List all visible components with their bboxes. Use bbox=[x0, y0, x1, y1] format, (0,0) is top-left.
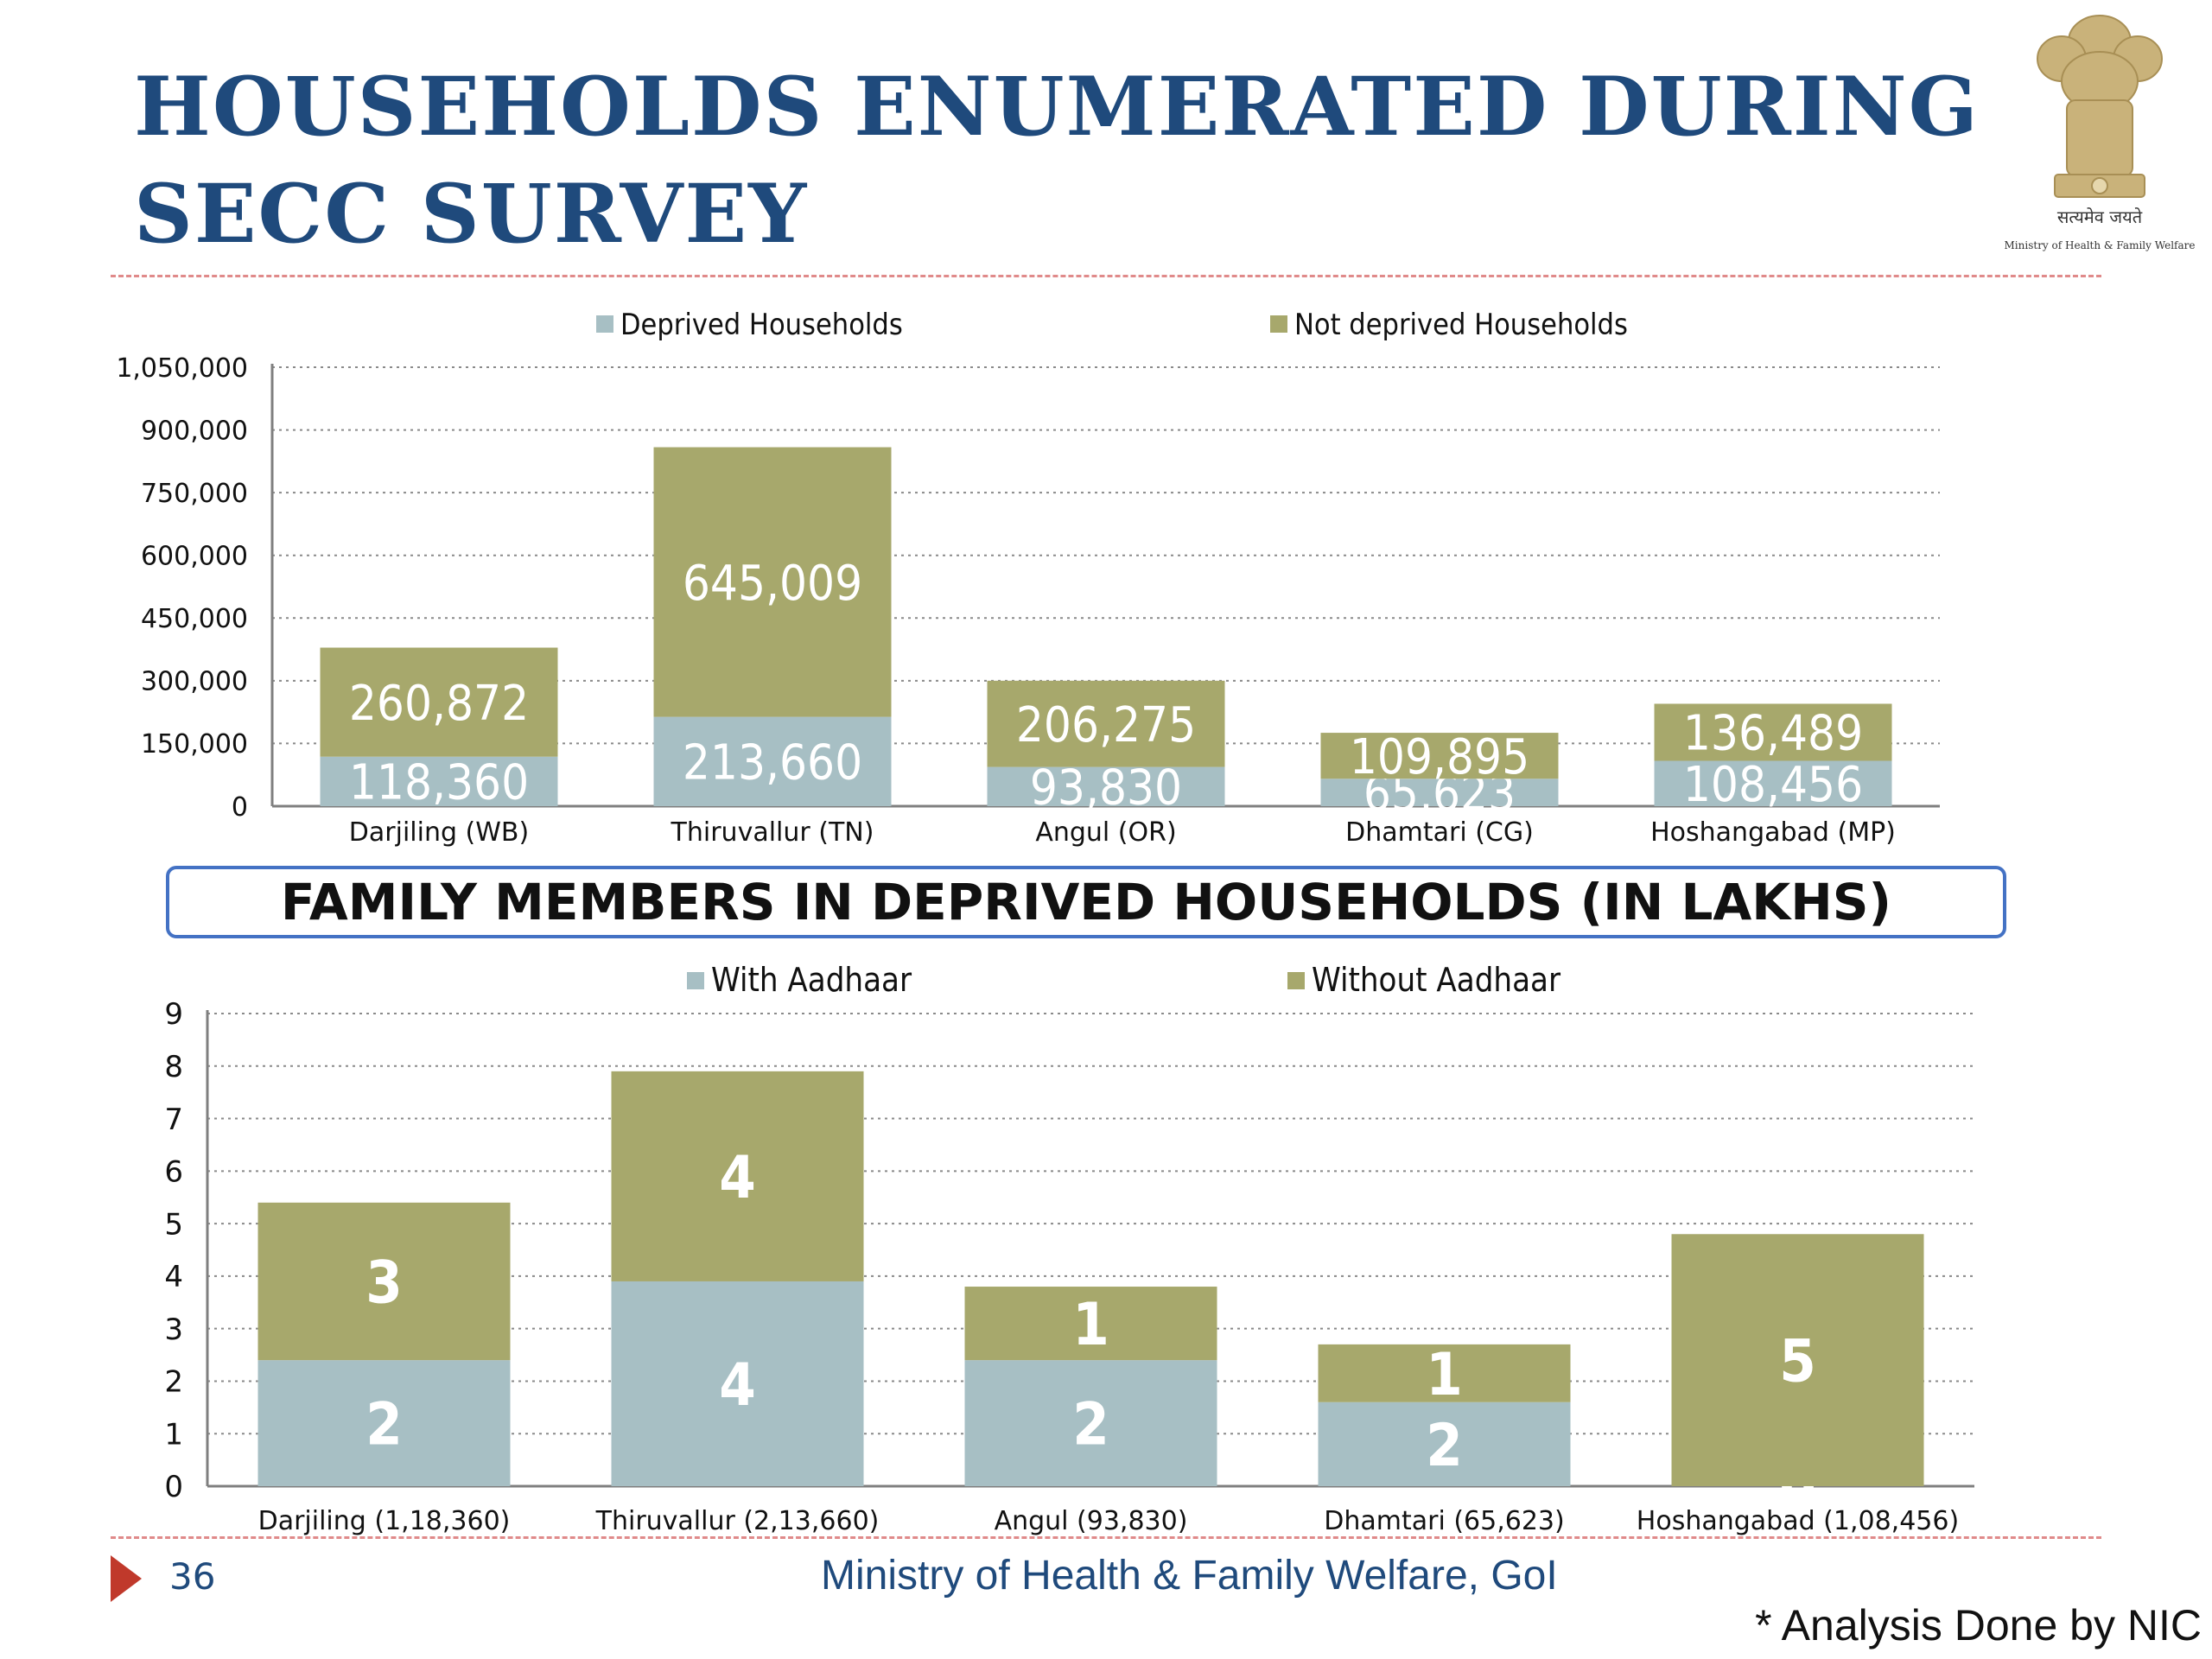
y-tick-label: 0 bbox=[164, 1470, 183, 1504]
data-label: 4 bbox=[719, 1144, 756, 1212]
legend-swatch bbox=[687, 972, 704, 989]
y-tick-label: 6 bbox=[164, 1155, 183, 1190]
x-tick-label: Dhamtari (CG) bbox=[1345, 817, 1534, 847]
y-tick-label: 300,000 bbox=[141, 667, 248, 697]
bar-segment bbox=[1320, 733, 1559, 779]
y-tick-label: 3 bbox=[164, 1313, 183, 1347]
bar-segment bbox=[1654, 760, 1892, 806]
footer-ministry: Ministry of Health & Family Welfare, GoI bbox=[821, 1553, 1558, 1599]
data-label: 213,660 bbox=[683, 734, 862, 791]
analysis-note: * Analysis Done by NIC bbox=[1755, 1601, 2202, 1649]
y-tick-label: 4 bbox=[164, 1260, 183, 1294]
data-label: 3 bbox=[365, 1249, 403, 1317]
y-tick-label: 9 bbox=[164, 997, 183, 1032]
bar-segment bbox=[964, 1360, 1217, 1486]
bar-segment bbox=[653, 447, 892, 717]
legend-label: With Aadhaar bbox=[711, 961, 912, 999]
legend-label: Deprived Households bbox=[620, 308, 903, 342]
emblem-ministry: Ministry of Health & Family Welfare bbox=[2005, 239, 2196, 251]
data-label: 260,872 bbox=[349, 676, 529, 732]
bar-segment bbox=[987, 680, 1225, 767]
slide-title-line-2: SECC SURVEY bbox=[134, 167, 809, 262]
data-label: 1 bbox=[1426, 1341, 1463, 1409]
page-number: 36 bbox=[169, 1555, 216, 1598]
section-title: FAMILY MEMBERS IN DEPRIVED HOUSEHOLDS (I… bbox=[166, 866, 2006, 938]
bottom-divider bbox=[111, 1536, 2101, 1539]
y-tick-label: 1,050,000 bbox=[116, 353, 248, 384]
bar-segment bbox=[1654, 703, 1892, 761]
slide-title: HOUSEHOLDS ENUMERATED DURING SECC SURVEY bbox=[134, 54, 1980, 268]
bar-segment bbox=[1671, 1234, 1924, 1486]
y-tick-label: 8 bbox=[164, 1050, 183, 1084]
bar-segment bbox=[320, 647, 558, 757]
bar-segment bbox=[257, 1360, 511, 1486]
data-label: 2 bbox=[1072, 1391, 1109, 1459]
data-label: 206,275 bbox=[1016, 697, 1196, 753]
data-label: 109,895 bbox=[1350, 729, 1529, 785]
data-label: 2 bbox=[365, 1391, 403, 1459]
x-tick-label: Angul (OR) bbox=[1035, 817, 1176, 847]
y-tick-label: 150,000 bbox=[141, 729, 248, 760]
y-tick-label: 600,000 bbox=[141, 542, 248, 572]
y-tick-label: 750,000 bbox=[141, 479, 248, 509]
legend-label: Not deprived Households bbox=[1294, 308, 1628, 342]
play-arrow-icon bbox=[111, 1555, 142, 1602]
x-tick-label: Angul (93,830) bbox=[995, 1506, 1188, 1536]
data-label: 1 bbox=[1072, 1291, 1109, 1359]
y-tick-label: 5 bbox=[164, 1207, 183, 1242]
data-label: 136,489 bbox=[1683, 706, 1863, 762]
bar-segment bbox=[611, 1071, 864, 1281]
data-label: 4 bbox=[719, 1351, 756, 1420]
legend-swatch bbox=[1270, 315, 1287, 333]
legend-swatch bbox=[596, 315, 613, 333]
bar-segment bbox=[1318, 1344, 1571, 1402]
y-tick-label: 900,000 bbox=[141, 416, 248, 446]
family-members-chart: With Aadhaar Without Aadhaar 0 1 2 3 4 5 6 7 8 9 2 3 D… bbox=[0, 946, 2074, 1542]
x-tick-label: Hoshangabad (MP) bbox=[1650, 817, 1896, 847]
bar-segment bbox=[320, 756, 558, 806]
data-label: 2 bbox=[1426, 1412, 1463, 1480]
bar-segment bbox=[1318, 1402, 1571, 1486]
bar-segment bbox=[653, 716, 892, 806]
y-tick-label: 1 bbox=[164, 1417, 183, 1452]
legend-swatch bbox=[1287, 972, 1305, 989]
households-chart: Deprived Households Not deprived Househol… bbox=[0, 294, 2074, 847]
y-tick-label: 2 bbox=[164, 1365, 183, 1400]
x-tick-label: Dhamtari (65,623) bbox=[1324, 1506, 1564, 1536]
legend-label: Without Aadhaar bbox=[1312, 961, 1561, 999]
bar-segment bbox=[1320, 779, 1559, 806]
data-label: 118,360 bbox=[349, 755, 529, 811]
data-label: 93,830 bbox=[1030, 760, 1182, 816]
x-tick-label: Hoshangabad (1,08,456) bbox=[1637, 1506, 1959, 1536]
x-tick-label: Thiruvallur (2,13,660) bbox=[595, 1506, 880, 1536]
data-label: 108,456 bbox=[1683, 757, 1863, 813]
bar-segment bbox=[257, 1202, 511, 1361]
slide-title-line-1: HOUSEHOLDS ENUMERATED DURING bbox=[134, 60, 1980, 155]
bar-segment bbox=[987, 766, 1225, 806]
x-tick-label: Thiruvallur (TN) bbox=[671, 817, 874, 847]
data-label: 645,009 bbox=[683, 556, 862, 612]
national-emblem-logo: सत्यमेव जयते Ministry of Health & Family… bbox=[1987, 5, 2212, 256]
bar-segment bbox=[964, 1287, 1217, 1361]
x-tick-label: Darjiling (1,18,360) bbox=[258, 1506, 511, 1536]
y-tick-label: 450,000 bbox=[141, 604, 248, 634]
top-divider bbox=[111, 275, 2101, 277]
data-label: 5 bbox=[1779, 1328, 1816, 1396]
y-tick-label: 7 bbox=[164, 1103, 183, 1137]
emblem-motto: सत्यमेव जयते bbox=[2057, 207, 2143, 227]
x-tick-label: Darjiling (WB) bbox=[349, 817, 529, 847]
bar-segment bbox=[611, 1281, 864, 1486]
y-tick-label: 0 bbox=[232, 792, 248, 823]
